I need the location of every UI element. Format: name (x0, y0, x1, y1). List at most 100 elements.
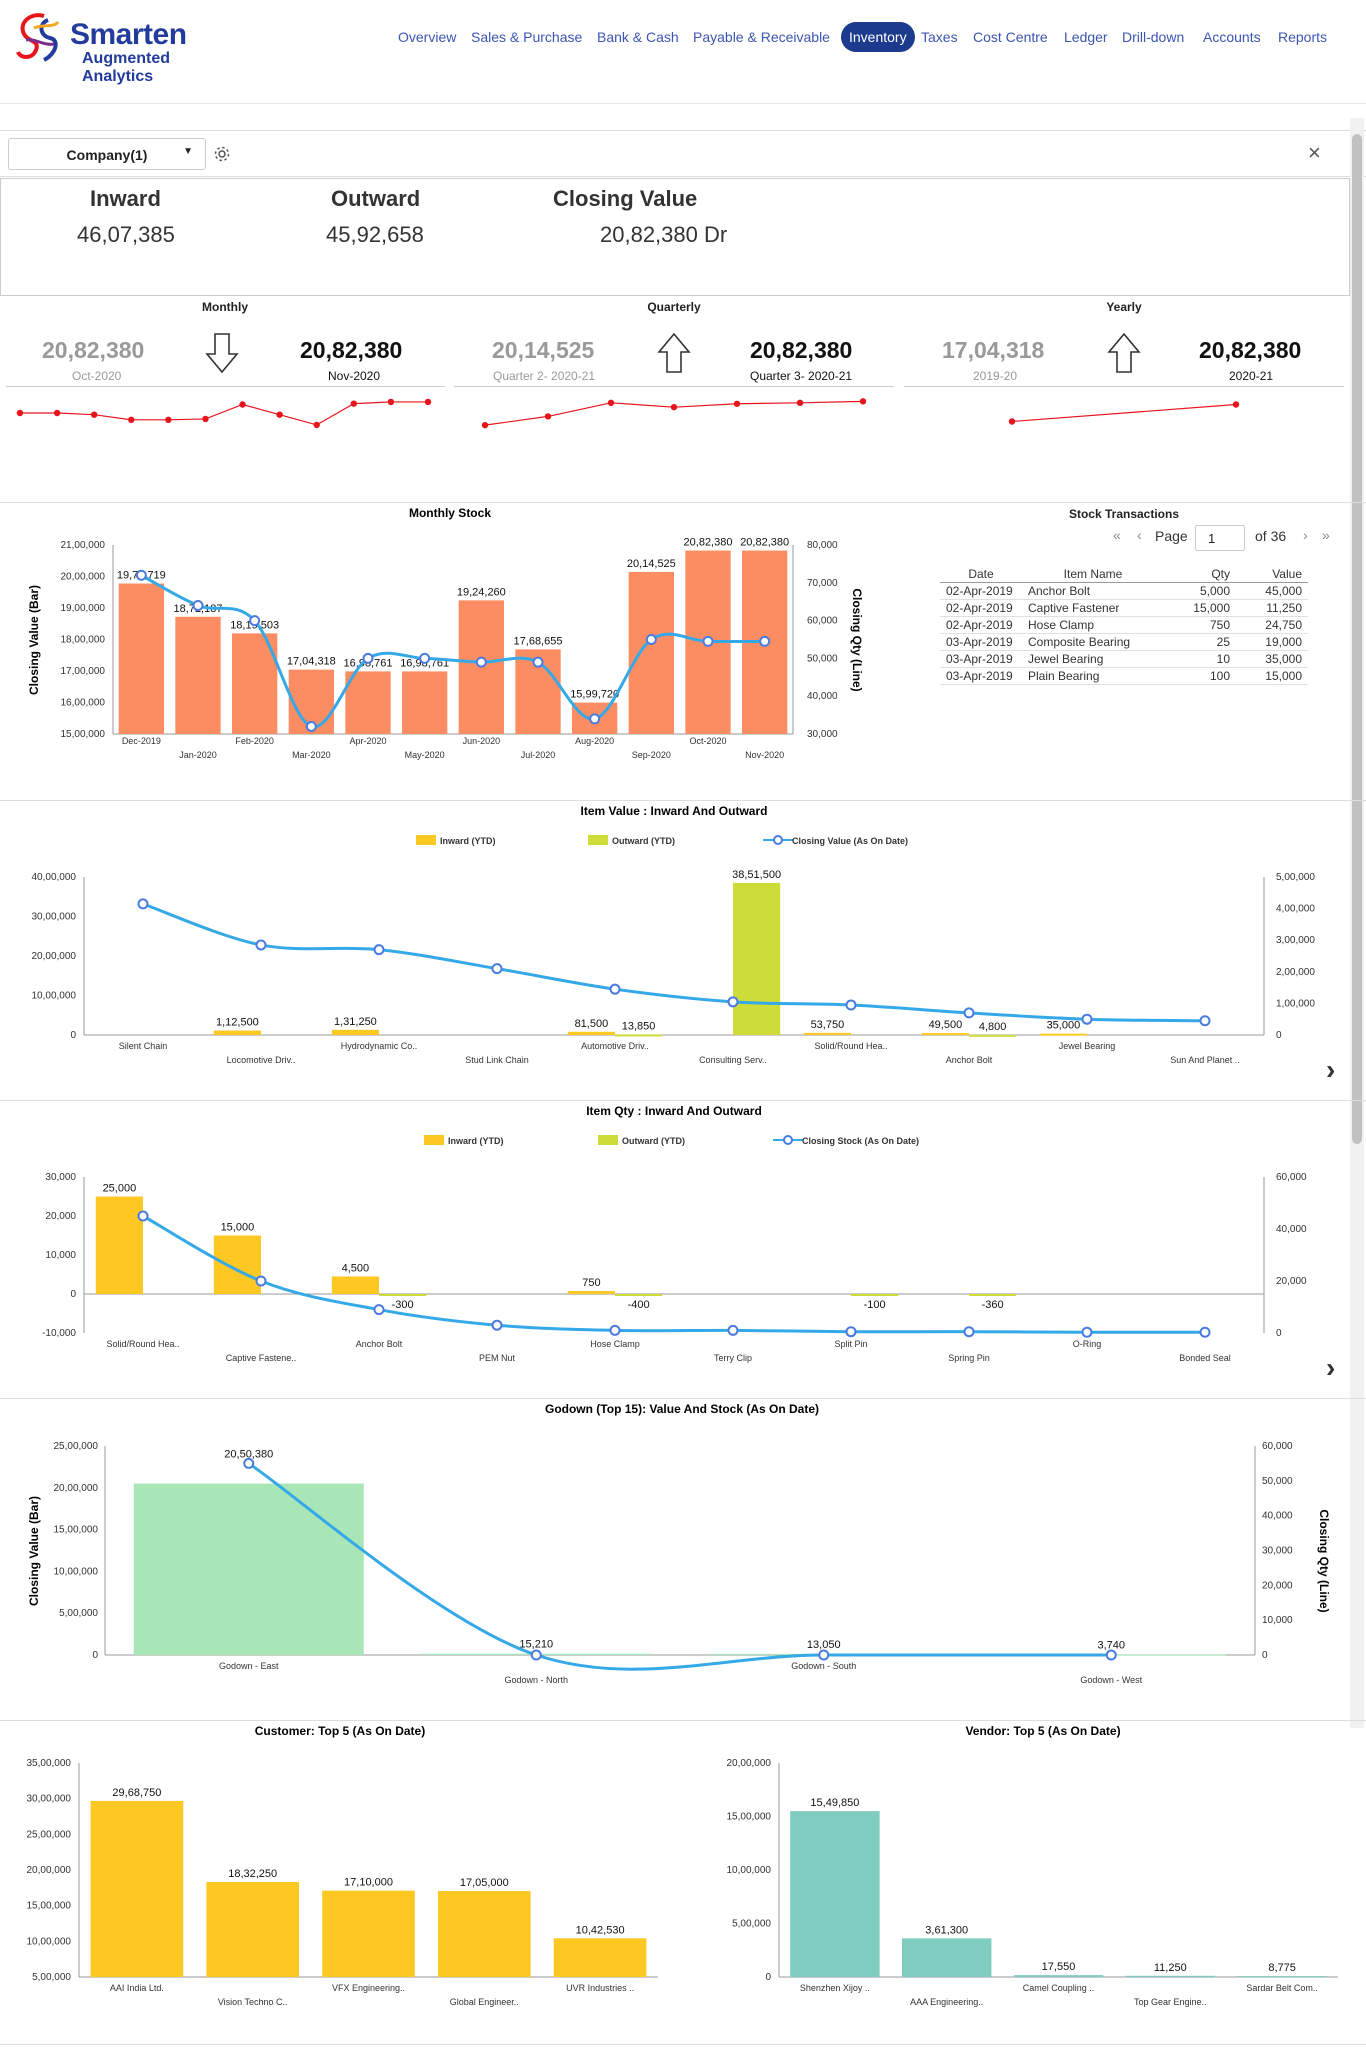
nav-payable-receivable[interactable]: Payable & Receivable (693, 29, 830, 45)
x-tick-label: Stud Link Chain (465, 1055, 529, 1065)
y-tick-label: 15,00,000 (727, 1812, 772, 1823)
chart-title: Godown (Top 15): Value And Stock (As On … (545, 1402, 819, 1416)
y-tick-label: 18,00,000 (61, 635, 106, 646)
y-axis-label: Closing Value (Bar) (27, 585, 41, 695)
col-qty[interactable]: Qty (1164, 566, 1236, 583)
monthly-stock-chart: Monthly Stock Closing Value (Bar) Closing … (27, 506, 864, 760)
y-tick-label: 10,00,000 (32, 991, 77, 1002)
legend-swatch (416, 835, 436, 845)
nav-inventory[interactable]: Inventory (841, 22, 915, 52)
chevron-right-icon[interactable]: › (1326, 1054, 1336, 1085)
nav-accounts[interactable]: Accounts (1203, 29, 1261, 45)
table-row[interactable]: 03-Apr-2019 Composite Bearing 25 19,000 (940, 633, 1308, 651)
trend-yearly-title: Yearly (1106, 300, 1142, 314)
sparkline-point (544, 413, 552, 420)
last-page-icon[interactable]: » (1322, 527, 1330, 543)
data-label: 17,550 (1042, 1961, 1076, 1973)
bar (133, 1483, 364, 1655)
bar (567, 1031, 615, 1035)
kpi-inward-value: 46,07,385 (77, 222, 175, 247)
y2-tick-label: 40,000 (1262, 1511, 1293, 1522)
x-tick-label: Oct-2020 (689, 736, 726, 746)
table-row[interactable]: 02-Apr-2019 Captive Fastener 15,000 11,250 (940, 599, 1308, 617)
bar (175, 616, 221, 734)
line-point (1105, 1649, 1117, 1661)
brand-name: Smarten (70, 18, 187, 51)
x-tick-label: Anchor Bolt (946, 1055, 993, 1065)
nav-bank-cash[interactable]: Bank & Cash (597, 29, 679, 45)
y-tick-label: -10,000 (42, 1328, 76, 1339)
scrollbar-thumb[interactable] (1352, 134, 1362, 1144)
gear-icon[interactable] (213, 145, 231, 163)
x-tick-label: Dec-2019 (122, 736, 161, 746)
x-tick-label: AAI India Ltd. (110, 1983, 164, 1993)
table-row[interactable]: 03-Apr-2019 Jewel Bearing 10 35,000 (940, 650, 1308, 668)
bar (1237, 1976, 1327, 1978)
first-page-icon[interactable]: « (1113, 527, 1121, 543)
line-point (475, 656, 487, 668)
bar (322, 1890, 415, 1977)
col-item-name[interactable]: Item Name (1022, 566, 1164, 583)
trend-quarterly-curr-period: Quarter 3- 2020-21 (750, 369, 853, 383)
y-tick-label: 25,00,000 (54, 1441, 99, 1452)
y2-tick-label: 60,000 (807, 616, 838, 627)
page-input[interactable]: 1 (1195, 525, 1245, 551)
nav-sales-purchase[interactable]: Sales & Purchase (471, 29, 583, 45)
bar (1013, 1975, 1104, 1977)
data-label: 15,210 (519, 1639, 553, 1651)
prev-page-icon[interactable]: ‹ (1137, 527, 1142, 543)
data-label: 11,250 (1154, 1962, 1187, 1974)
data-label: 13,850 (622, 1020, 656, 1032)
line-point (1199, 1326, 1211, 1338)
table-row[interactable]: 03-Apr-2019 Plain Bearing 100 15,000 (940, 667, 1308, 685)
data-label: 8,775 (1268, 1962, 1296, 1974)
y-tick-label: 10,000 (45, 1250, 76, 1261)
col-date[interactable]: Date (940, 566, 1022, 583)
data-label: 20,82,380 (684, 537, 733, 549)
data-label: 35,000 (1047, 1020, 1081, 1032)
legend-label: Inward (YTD) (448, 1136, 504, 1146)
bar (615, 1034, 663, 1037)
bar (969, 1034, 1017, 1037)
customer-top5-chart: Customer: Top 5 (As On Date) 5,00,000 10,0… (27, 1724, 658, 2007)
sparkline-point (90, 411, 98, 418)
company-select[interactable]: Company(1) ▼ (8, 138, 206, 170)
chevron-right-icon[interactable]: › (1326, 1352, 1336, 1383)
bar (901, 1938, 992, 1977)
nav-cost-centre[interactable]: Cost Centre (973, 29, 1048, 45)
nav-overview[interactable]: Overview (398, 29, 457, 45)
bar (567, 1291, 615, 1294)
nav-ledger[interactable]: Ledger (1064, 29, 1108, 45)
cell-date: 02-Apr-2019 (940, 599, 1022, 617)
line-point (419, 652, 431, 664)
x-tick-label: UVR Industries .. (566, 1983, 634, 1993)
x-tick-label: Godown - South (791, 1661, 856, 1671)
bar (969, 1294, 1017, 1296)
cell-item-name: Composite Bearing (1022, 633, 1164, 651)
table-row[interactable]: 02-Apr-2019 Anchor Bolt 5,000 45,000 (940, 582, 1308, 600)
vendor-top5-chart: Vendor: Top 5 (As On Date) 0 5,00,000 10,00… (727, 1724, 1338, 2007)
arrow-down-icon (205, 333, 239, 374)
nav-reports[interactable]: Reports (1278, 29, 1328, 45)
y-tick-label: 5,00,000 (59, 1608, 98, 1619)
close-icon[interactable]: × (1308, 140, 1321, 165)
line-point (1081, 1013, 1093, 1025)
line-point (589, 713, 601, 725)
trend-quarterly-prev-period: Quarter 2- 2020-21 (493, 369, 596, 383)
x-tick-label: Godown - North (504, 1675, 568, 1685)
sparkline-point (607, 399, 615, 406)
bar (803, 1032, 851, 1035)
stock-transactions-title: Stock Transactions (1068, 507, 1180, 521)
y-tick-label: 40,00,000 (32, 872, 77, 883)
data-label: -300 (392, 1299, 414, 1311)
sparkline-point (313, 421, 320, 429)
scrollbar[interactable] (1350, 118, 1364, 1728)
brand-logo[interactable]: Smarten Augmented Analytics (14, 10, 244, 85)
next-page-icon[interactable]: › (1303, 527, 1308, 543)
cell-date: 03-Apr-2019 (940, 633, 1022, 651)
trend-yearly-curr-period: 2020-21 (1229, 369, 1274, 383)
nav-drill-down[interactable]: Drill-down (1122, 29, 1185, 45)
nav-taxes[interactable]: Taxes (921, 29, 958, 45)
table-row[interactable]: 02-Apr-2019 Hose Clamp 750 24,750 (940, 616, 1308, 634)
col-value[interactable]: Value (1236, 566, 1308, 583)
